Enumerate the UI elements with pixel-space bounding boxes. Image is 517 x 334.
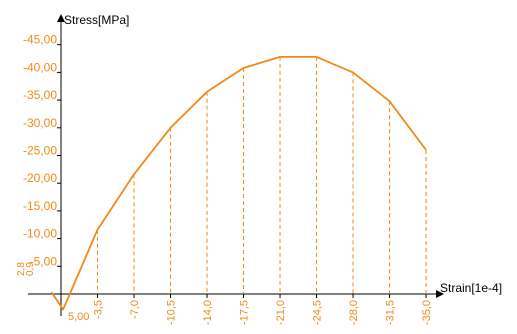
x-ticks: -3,5 -7,0 -10,5 -14,0 -17,5 -21,0 -24,5 -28,0 -3… — [93, 294, 433, 325]
y-tick-label: -45,00 — [23, 33, 57, 47]
x-tick-label: -35,0 — [421, 300, 433, 325]
x-tick-label: -7,0 — [129, 300, 141, 319]
x-tick-label: -14,0 — [202, 300, 214, 325]
x-tick-label: -17,5 — [239, 300, 251, 325]
x-tick-label: -3,5 — [93, 300, 105, 319]
y-tick-label: -25,00 — [23, 144, 57, 158]
x-tick-label: -31,5 — [385, 300, 397, 325]
y-axis-arrow — [57, 14, 65, 22]
x-axis-arrow — [436, 290, 444, 298]
guide-lines — [97, 56, 427, 294]
y-tick-label: -10,00 — [23, 227, 57, 241]
x-axis-label: Strain[1e-4] — [440, 281, 502, 295]
x-tick-label: -28,0 — [348, 300, 360, 325]
y-tick-label: -20,00 — [23, 171, 57, 185]
y-ticks: -45,00 -40,00 -35,00 -30,00 -25,00 -20,00 -15,… — [16, 33, 89, 323]
x-tick-label: -10,5 — [166, 300, 178, 325]
y-tick-label: -5,00 — [30, 254, 58, 268]
x-tick-label: -21,0 — [275, 300, 287, 325]
y-tick-label: -30,00 — [23, 116, 57, 130]
y-tick-label: -35,00 — [23, 88, 57, 102]
axes — [28, 14, 444, 316]
origin-strain-label: 0,9 — [25, 262, 36, 276]
y-axis-label: Stress[MPa] — [64, 13, 129, 27]
y-tick-label: -15,00 — [23, 199, 57, 213]
x-tick-label: -24,5 — [312, 300, 324, 325]
y-tick-label: -40,00 — [23, 60, 57, 74]
series-line — [50, 56, 427, 311]
origin-stress-label: 2,8 — [16, 262, 27, 276]
y-tick-label-positive: 5,00 — [68, 311, 89, 323]
